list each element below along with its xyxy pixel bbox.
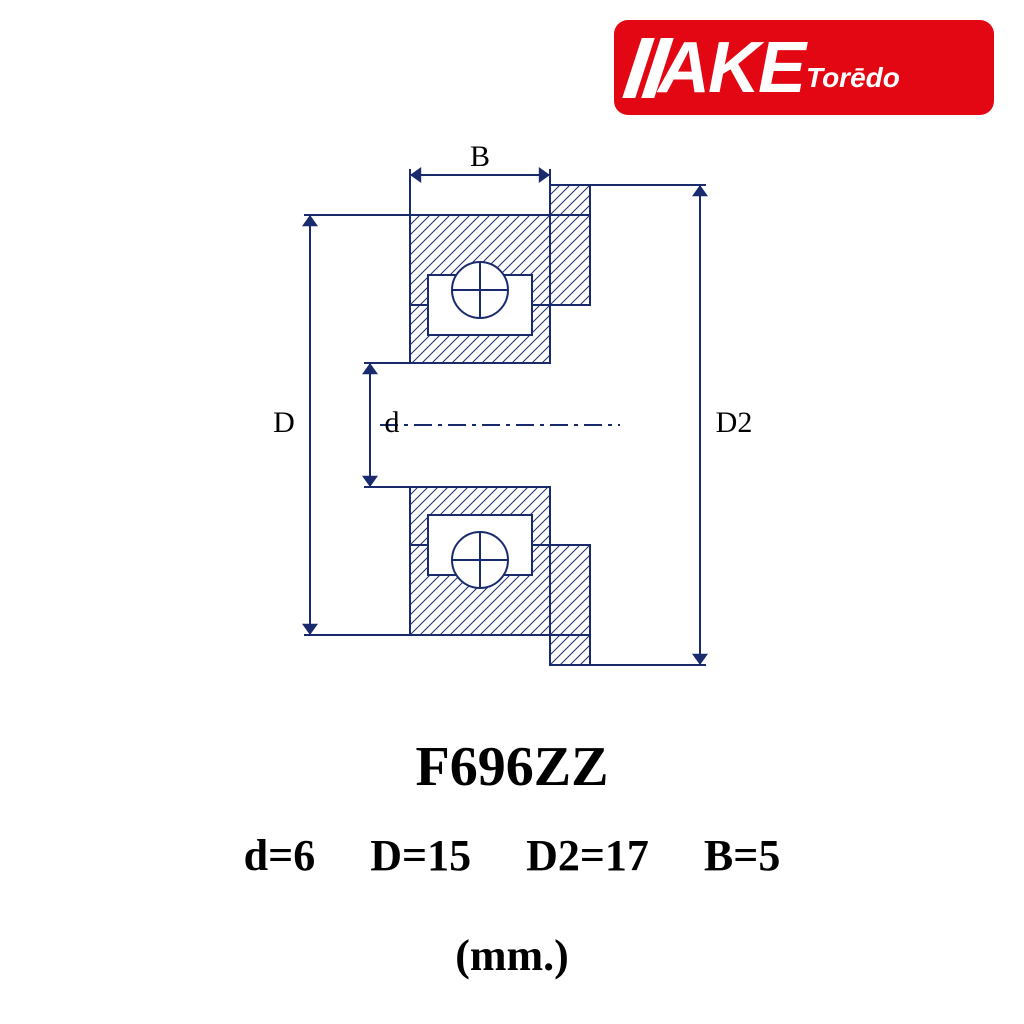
spec-d: d=6 bbox=[244, 830, 316, 881]
bearing-cross-section-svg: B Dd D2 bbox=[200, 145, 820, 705]
brand-subname: Torēdo bbox=[806, 62, 900, 94]
svg-text:B: B bbox=[470, 145, 490, 173]
part-number-title: F696ZZ bbox=[0, 735, 1024, 799]
brand-name: AKE bbox=[658, 32, 804, 104]
bearing-diagram: B Dd D2 bbox=[200, 145, 820, 705]
brand-logo-mark: AKE Torēdo bbox=[632, 32, 900, 104]
spec-B: B=5 bbox=[704, 830, 780, 881]
svg-text:D2: D2 bbox=[716, 406, 753, 439]
unit-label: (mm.) bbox=[0, 930, 1024, 981]
spec-D2: D2=17 bbox=[526, 830, 649, 881]
spec-D: D=15 bbox=[370, 830, 471, 881]
spec-row: d=6 D=15 D2=17 B=5 bbox=[0, 830, 1024, 881]
svg-text:d: d bbox=[385, 406, 400, 439]
svg-text:D: D bbox=[273, 406, 295, 439]
brand-logo: AKE Torēdo bbox=[614, 20, 994, 115]
